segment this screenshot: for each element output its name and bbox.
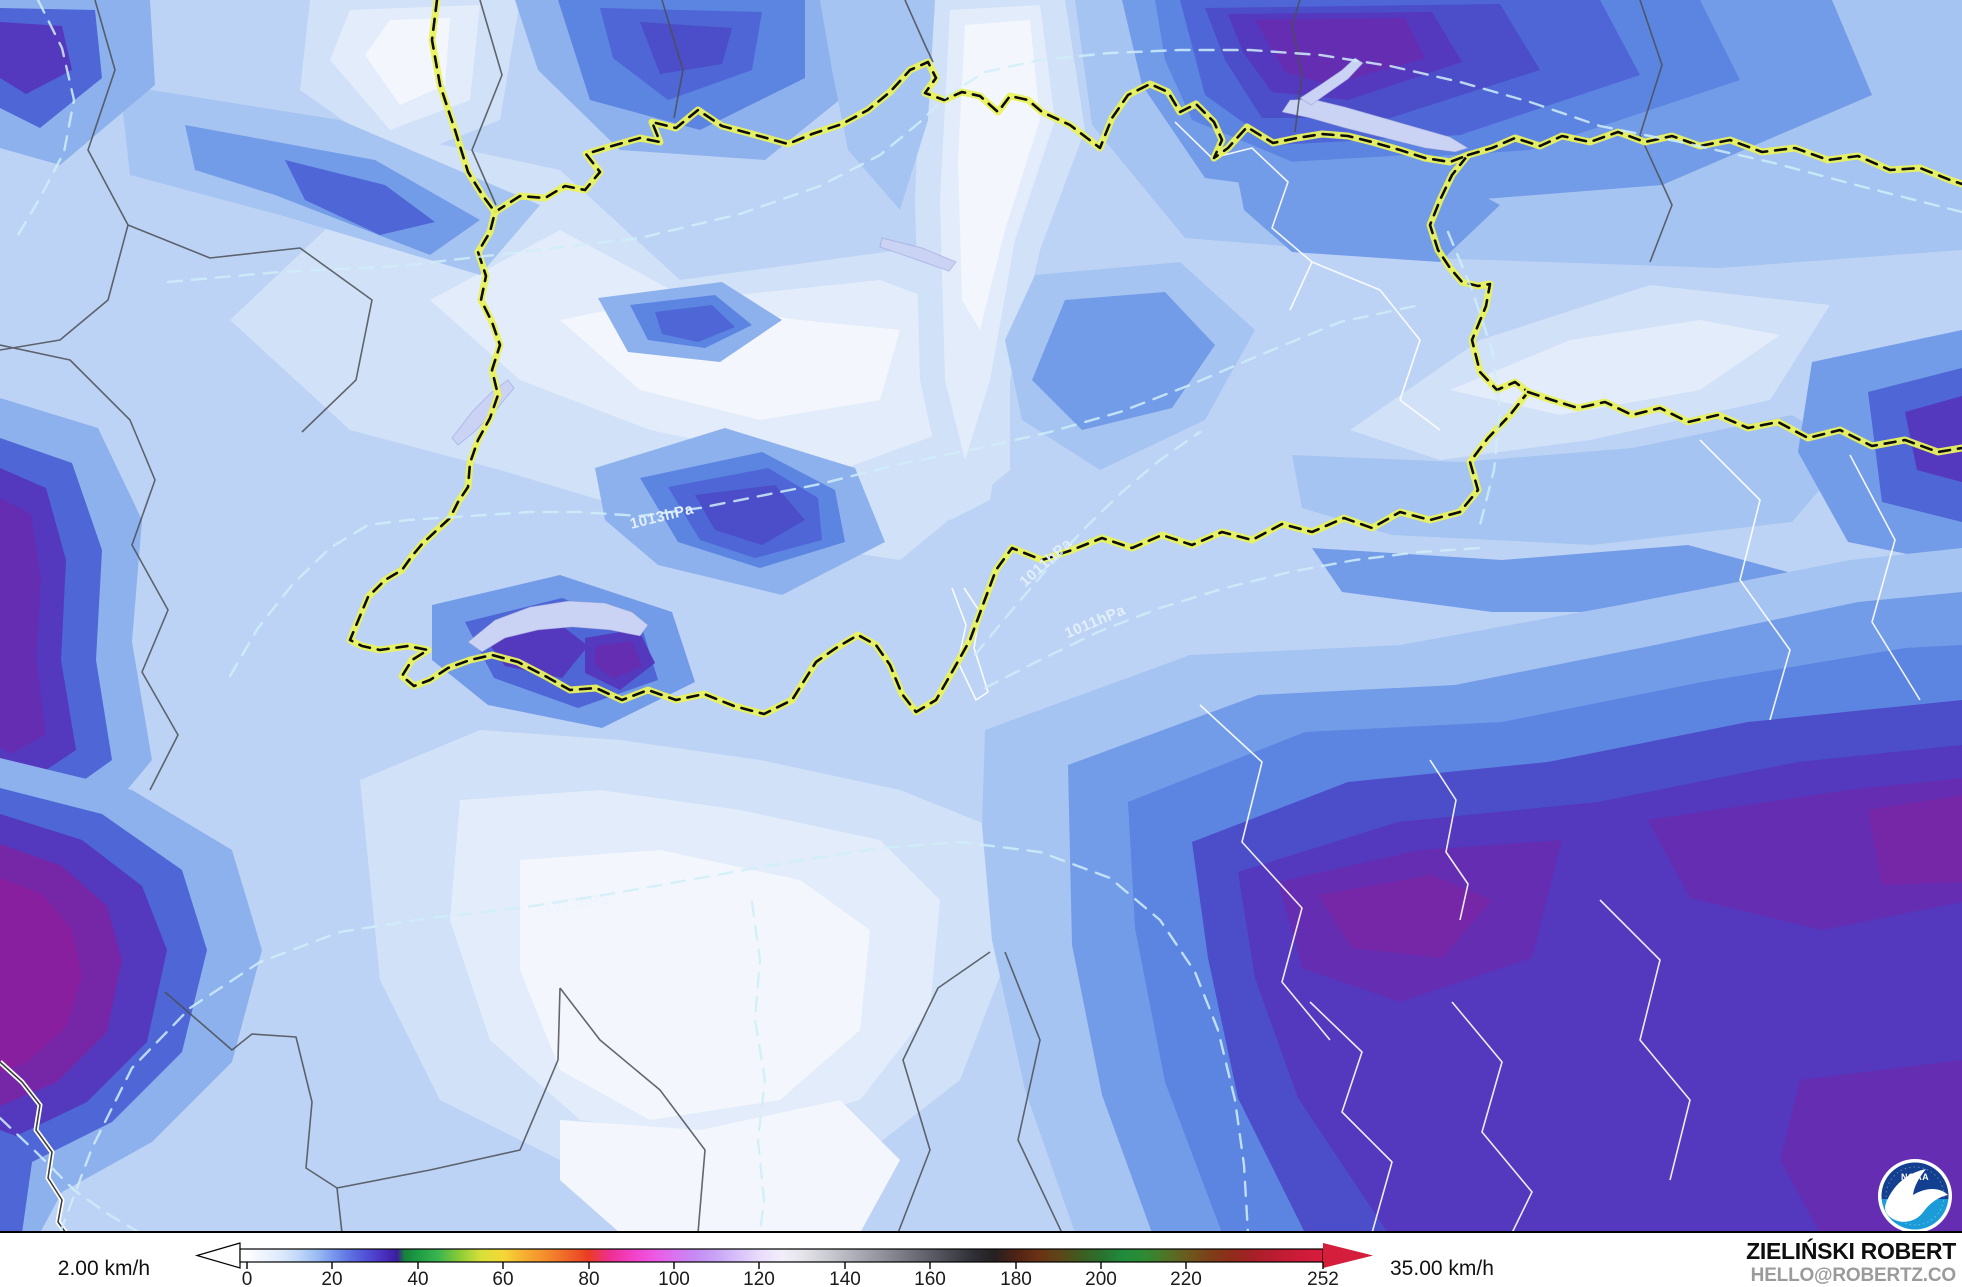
colorbar-left-arrow: [194, 1242, 241, 1269]
national-border-switzerland: [346, 58, 1532, 718]
colorbar-tick-label: 220: [1170, 1269, 1202, 1287]
colorbar-tick-label: 20: [321, 1269, 342, 1287]
noaa-logo: NOAA: [1878, 1159, 1952, 1233]
colorbar-tick-label: 120: [743, 1269, 775, 1287]
isobar-line: [983, 546, 1482, 690]
colorbar-tick-label: 40: [407, 1269, 428, 1287]
colorbar-tick-label: 60: [492, 1269, 513, 1287]
isobar-line: [750, 900, 767, 1233]
colorbar-tick-label: 140: [829, 1269, 861, 1287]
lake-constance-arm: [1299, 57, 1364, 106]
border-france-italy: [0, 1060, 69, 1233]
colorbar-tick-label: 180: [1000, 1269, 1032, 1287]
legend-min-label: 2.00 km/h: [58, 1257, 150, 1280]
isobar-line: [1446, 230, 1502, 527]
attribution: ZIELIŃSKI ROBERT HELLO@ROBERTZ.CO: [1746, 1237, 1956, 1286]
white-borders: [951, 121, 1921, 1233]
attribution-name: ZIELIŃSKI ROBERT: [1746, 1237, 1956, 1264]
colorbar-tick-label: 80: [578, 1269, 599, 1287]
isobar-lines: [0, 0, 1962, 1233]
isobar-line: [973, 430, 1202, 657]
attribution-email: HELLO@ROBERTZ.CO: [1751, 1265, 1956, 1286]
colorbar-ticks: [246, 1262, 1324, 1269]
lake-zurich: [879, 237, 957, 272]
legend-bar: 2.00 km/h 0 20 40 60 80 100 120 140 160 …: [0, 1233, 1962, 1287]
map-canvas: 1013hPa 1011hPa 1011hPa 1013hPa NOAA: [0, 0, 1962, 1233]
colorbar-tick-label: 252: [1307, 1269, 1339, 1287]
noaa-logo-text: NOAA: [1901, 1172, 1929, 1182]
national-border-austria-italy: [1524, 388, 1962, 456]
colorbar-tick-label: 160: [914, 1269, 946, 1287]
national-border-france-germany: [428, 0, 499, 216]
legend-max-label: 35.00 km/h: [1390, 1257, 1494, 1280]
isobar-line: [16, 0, 76, 237]
colorbar-tick-label: 0: [242, 1269, 253, 1287]
admin-borders: [0, 0, 1673, 1233]
wind-speed-map: 1013hPa 1011hPa 1011hPa 1013hPa NOAA: [0, 0, 1962, 1233]
colorbar-tick-label: 100: [658, 1269, 690, 1287]
colorbar-right-arrow: [1323, 1243, 1373, 1268]
isobar-line: [0, 1116, 142, 1233]
colorbar: [194, 1242, 1373, 1269]
legend-canvas: 2.00 km/h 0 20 40 60 80 100 120 140 160 …: [58, 1237, 1957, 1287]
noaa-bird-icon: [1885, 1169, 1948, 1222]
contour-bands: [0, 0, 1962, 1233]
lakes: [451, 57, 1470, 653]
colorbar-tick-label: 200: [1085, 1269, 1117, 1287]
isobar-line: [228, 303, 1422, 678]
isobar-line: [58, 840, 1250, 1233]
lake-geneva: [467, 600, 649, 653]
national-borders: [346, 0, 1962, 718]
